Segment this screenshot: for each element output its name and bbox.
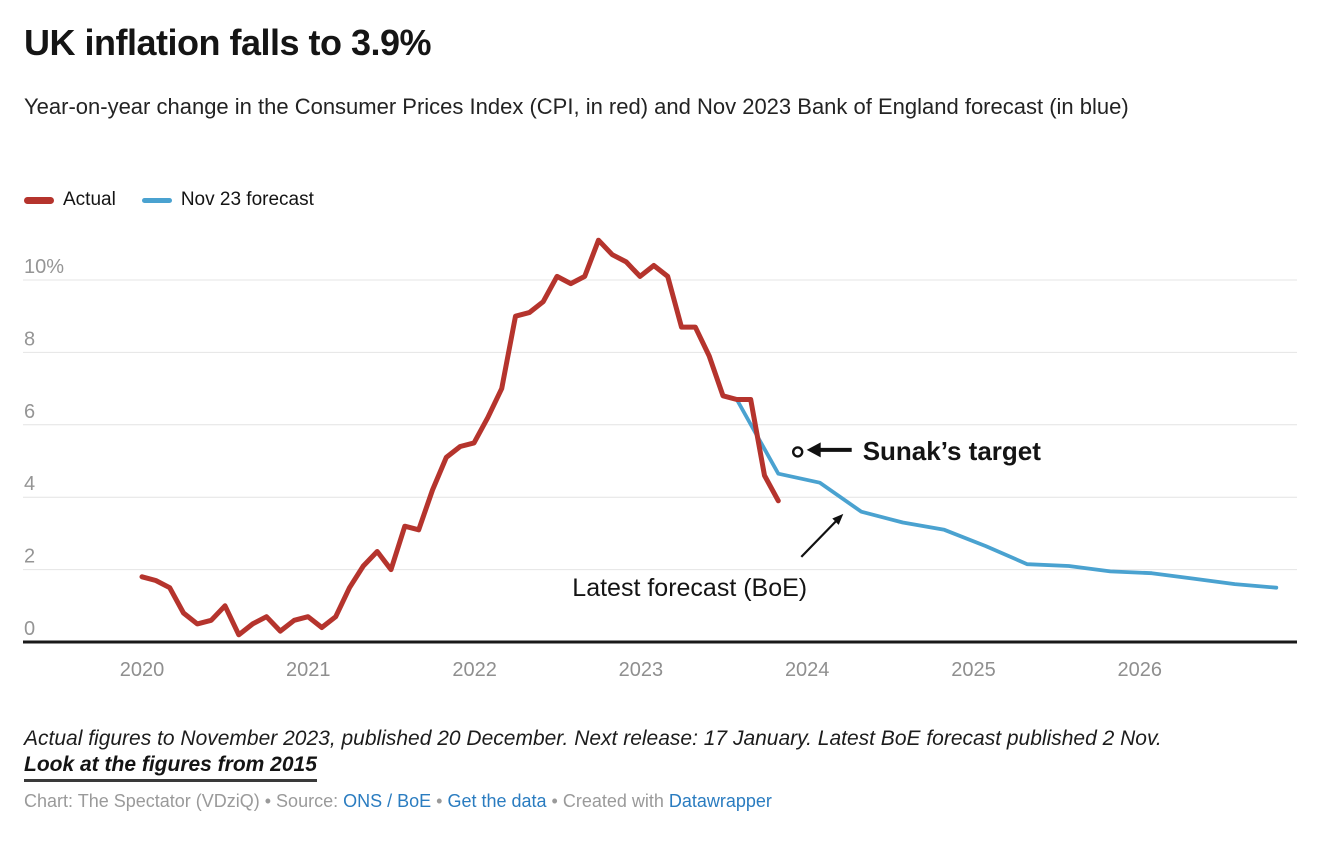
x-tick-label-2020: 2020 bbox=[120, 659, 165, 681]
attribution-sep2: • Created with bbox=[546, 791, 669, 811]
get-the-data-link[interactable]: Get the data bbox=[447, 791, 547, 811]
series-line-forecast bbox=[734, 397, 1279, 590]
legend-label-actual: Actual bbox=[63, 189, 116, 210]
x-tick-label-2025: 2025 bbox=[951, 659, 996, 681]
legend: Actual Nov 23 forecast bbox=[24, 189, 314, 211]
latest-forecast-arrowhead bbox=[832, 513, 844, 525]
datawrapper-link[interactable]: Datawrapper bbox=[668, 791, 772, 811]
figures-from-2015-link[interactable]: Look at the figures from 2015 bbox=[24, 753, 317, 782]
sunak-target-label: Sunak’s target bbox=[863, 436, 1042, 466]
actual-line-swatch bbox=[24, 196, 54, 204]
attribution-sep1: • bbox=[431, 791, 448, 811]
x-tick-label-2022: 2022 bbox=[452, 659, 497, 681]
forecast-line-swatch bbox=[141, 197, 172, 203]
legend-item-forecast: Nov 23 forecast bbox=[141, 189, 314, 211]
latest-forecast-arrow bbox=[800, 520, 838, 558]
legend-label-forecast: Nov 23 forecast bbox=[180, 189, 314, 210]
y-tick-label-10: 10% bbox=[24, 256, 64, 278]
y-tick-label-0: 0 bbox=[24, 618, 35, 640]
x-tick-label-2026: 2026 bbox=[1118, 659, 1163, 681]
chart-footnote: Actual figures to November 2023, publish… bbox=[24, 727, 1162, 750]
y-tick-label-4: 4 bbox=[24, 473, 35, 495]
y-tick-label-8: 8 bbox=[24, 328, 35, 350]
latest-forecast-label: Latest forecast (BoE) bbox=[572, 574, 807, 602]
y-tick-label-2: 2 bbox=[24, 546, 35, 568]
page-title: UK inflation falls to 3.9% bbox=[24, 22, 432, 63]
attribution-prefix: Chart: The Spectator (VDziQ) • Source: bbox=[24, 791, 344, 811]
sunak-target-marker bbox=[792, 446, 804, 458]
attribution-line: Chart: The Spectator (VDziQ) • Source: O… bbox=[24, 791, 772, 812]
legend-item-actual: Actual bbox=[24, 189, 116, 211]
sunak-target-arrowhead bbox=[806, 442, 821, 458]
y-tick-label-6: 6 bbox=[24, 401, 35, 423]
chart-subtitle: Year-on-year change in the Consumer Pric… bbox=[24, 94, 1129, 119]
x-tick-label-2023: 2023 bbox=[619, 659, 664, 681]
x-tick-label-2024: 2024 bbox=[785, 659, 830, 681]
series-line-actual bbox=[139, 237, 781, 638]
source-link[interactable]: ONS / BoE bbox=[343, 791, 432, 811]
x-tick-label-2021: 2021 bbox=[286, 659, 331, 681]
